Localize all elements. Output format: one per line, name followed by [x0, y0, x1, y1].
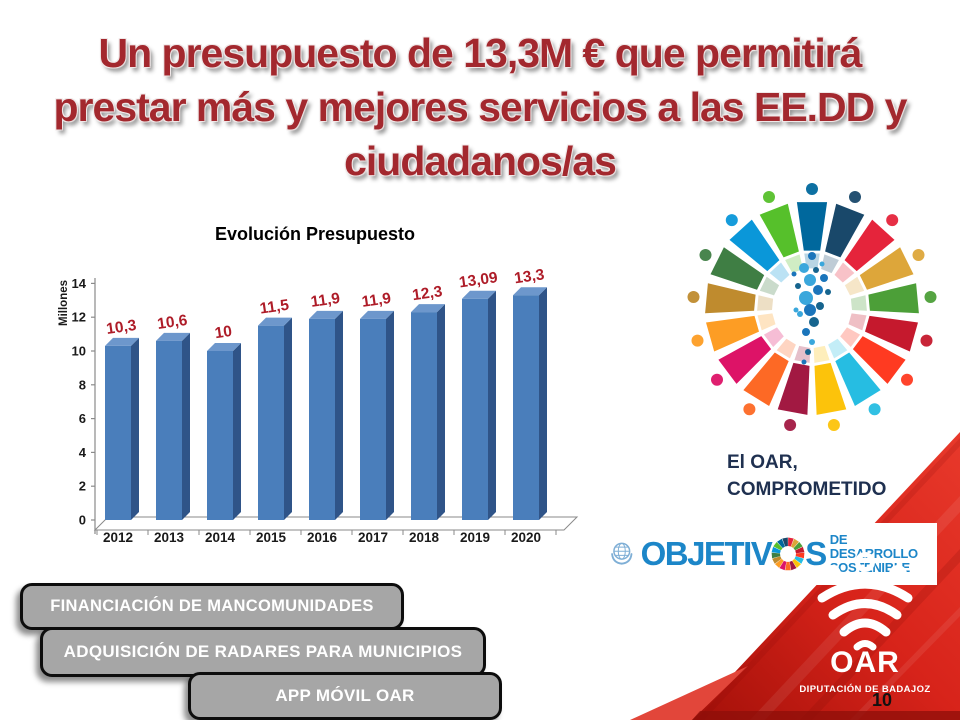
svg-text:2020: 2020 [511, 530, 541, 545]
svg-text:Millones: Millones [58, 280, 70, 326]
svg-text:12: 12 [72, 310, 86, 325]
slide-title: Un presupuesto de 13,3M € que permitirá … [0, 26, 960, 188]
slide-title-line3: ciudadanos/as [344, 138, 617, 184]
svg-text:2018: 2018 [409, 530, 440, 545]
svg-text:10: 10 [72, 344, 86, 359]
svg-text:0: 0 [79, 513, 86, 528]
svg-text:2013: 2013 [154, 530, 185, 545]
svg-text:4: 4 [79, 445, 87, 460]
svg-text:10,3: 10,3 [105, 317, 138, 338]
svg-text:2016: 2016 [307, 530, 338, 545]
sdg-wheel-image [687, 183, 937, 431]
svg-text:2015: 2015 [256, 530, 287, 545]
sdg-objectives-logo: OBJETIV S DE DESARROLLO SOSTENIBLE [607, 523, 937, 585]
svg-text:14: 14 [72, 276, 87, 291]
ribbon-streak [850, 607, 960, 720]
commitment-text: El OAR, COMPROMETIDO [727, 449, 886, 503]
svg-text:11,5: 11,5 [259, 297, 291, 318]
svg-text:10: 10 [214, 323, 233, 342]
svg-text:11,9: 11,9 [361, 290, 393, 311]
diputacion-badajoz-text: DIPUTACIÓN DE BADAJOZ [799, 684, 931, 695]
svg-text:2: 2 [79, 479, 86, 494]
sdg-logo-subtitle-line1: DE DESARROLLO [829, 532, 918, 561]
svg-text:10,6: 10,6 [156, 312, 189, 333]
svg-text:13,3: 13,3 [513, 266, 546, 287]
oar-logo-icon [817, 552, 913, 651]
svg-text:13,09: 13,09 [458, 269, 499, 291]
slide-title-line1: Un presupuesto de 13,3M € que permitirá [98, 30, 863, 76]
ribbon-light-sliver [630, 666, 748, 720]
sdg-mini-wheel-icon [771, 537, 805, 571]
chart-title: Evolución Presupuesto [214, 224, 416, 244]
ribbon-streak [800, 549, 960, 720]
svg-text:8: 8 [79, 377, 86, 392]
sdg-logo-suffix: S [805, 535, 827, 572]
ribbon-bottom-shade [692, 711, 960, 720]
oar-logo-text: OAR [830, 646, 900, 679]
svg-text:2012: 2012 [103, 530, 133, 545]
app-movil-oar-button[interactable]: APP MÓVIL OAR [188, 672, 502, 720]
commitment-line2: COMPROMETIDO [727, 479, 887, 500]
svg-text:11,9: 11,9 [310, 290, 342, 311]
svg-text:2017: 2017 [358, 530, 388, 545]
sdg-logo-wordmark: OBJETIV S [640, 535, 828, 573]
svg-text:2019: 2019 [460, 530, 490, 545]
slide-title-line2: prestar más y mejores servicios a las EE… [53, 84, 908, 130]
financiacion-mancomunidades-button[interactable]: FINANCIACIÓN DE MANCOMUNIDADES [20, 583, 404, 630]
svg-text:2014: 2014 [205, 530, 236, 545]
adquisicion-radares-button[interactable]: ADQUISICIÓN DE RADARES PARA MUNICIPIOS [40, 627, 486, 677]
page-number: 10 [871, 690, 893, 710]
un-emblem-icon [611, 542, 633, 565]
sdg-logo-prefix: OBJETIV [640, 535, 773, 572]
svg-text:6: 6 [79, 411, 86, 426]
commitment-line1: El OAR, [727, 452, 798, 473]
svg-text:12,3: 12,3 [411, 283, 444, 304]
